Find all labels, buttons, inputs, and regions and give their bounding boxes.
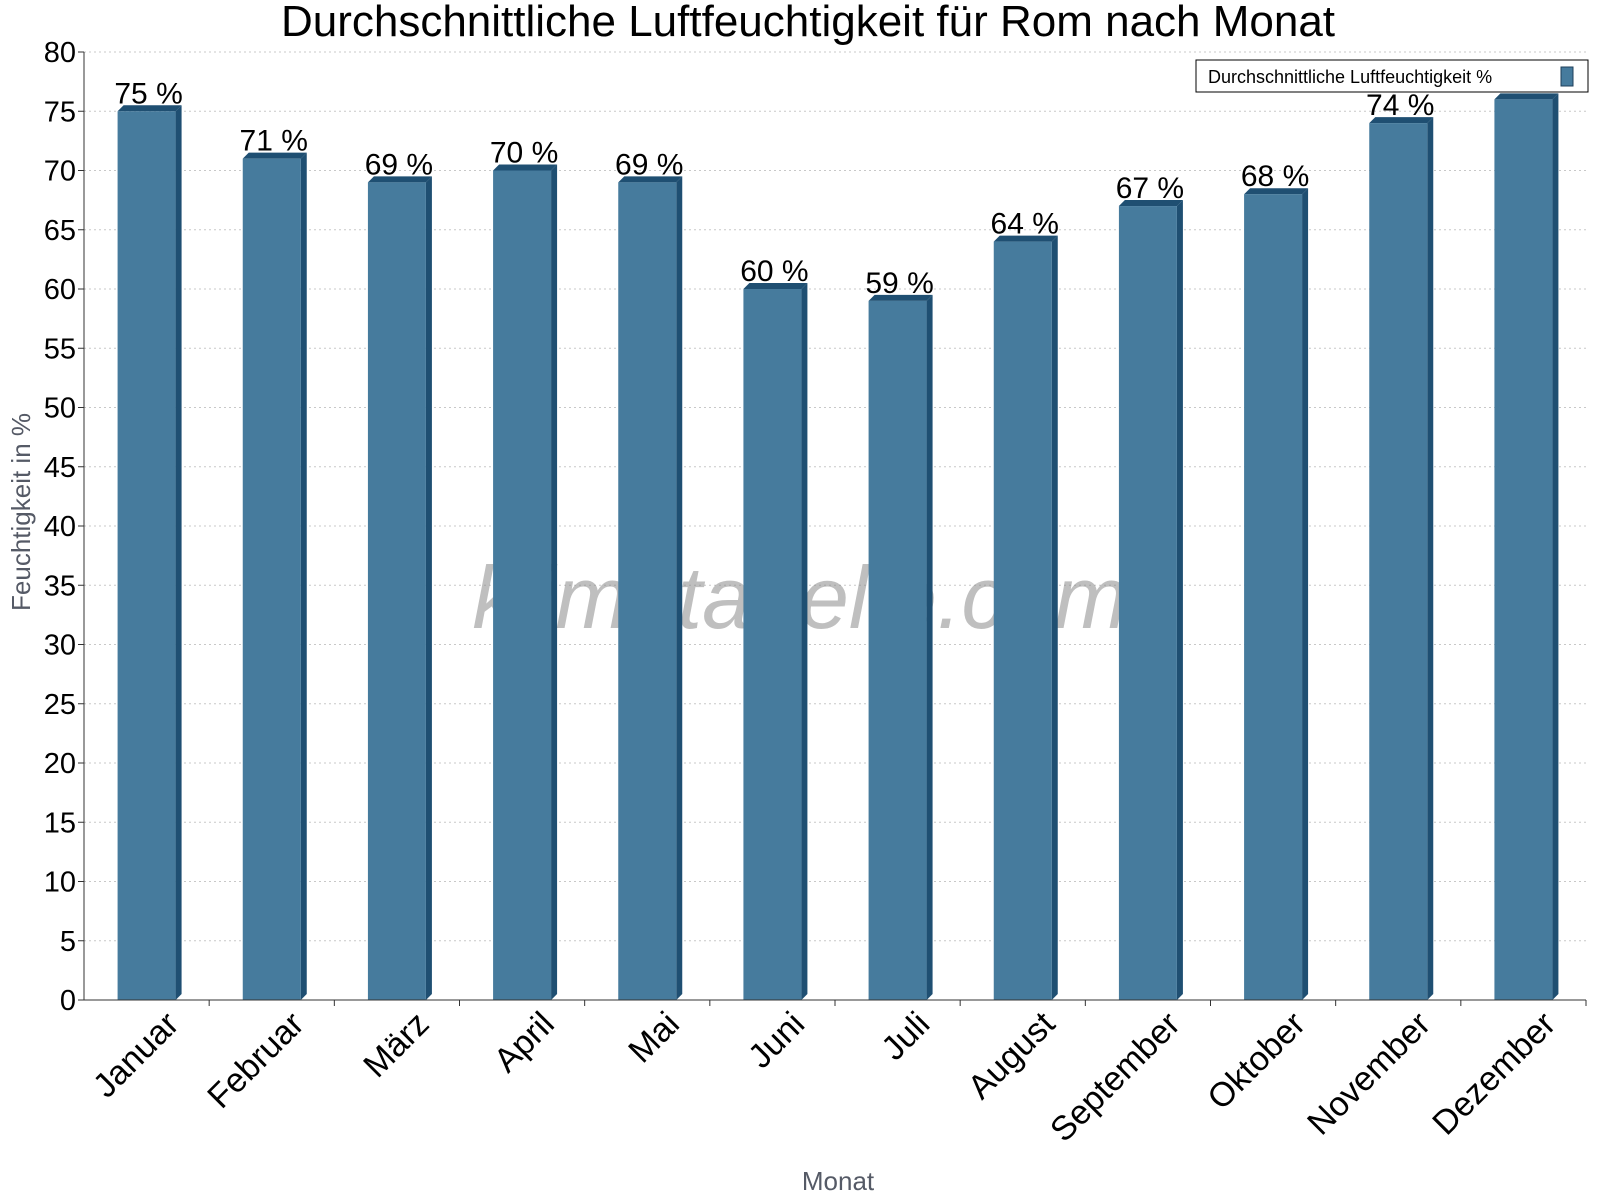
bar bbox=[868, 300, 927, 1001]
legend: Durchschnittliche Luftfeuchtigkeit % bbox=[1195, 59, 1589, 93]
bar bbox=[1369, 123, 1428, 1001]
y-tick-label: 40 bbox=[44, 511, 76, 543]
bar-top bbox=[743, 283, 808, 289]
y-tick-label: 25 bbox=[44, 689, 76, 721]
data-label: 69 % bbox=[365, 148, 433, 181]
x-tick-label: Januar bbox=[86, 1005, 186, 1105]
bar bbox=[117, 111, 176, 1000]
data-label: 60 % bbox=[740, 255, 808, 288]
x-tick-label: Februar bbox=[200, 1005, 311, 1116]
legend-box bbox=[1195, 59, 1589, 93]
bar bbox=[743, 289, 802, 1000]
bar-side bbox=[926, 294, 933, 1001]
x-tick-label: April bbox=[487, 1005, 562, 1080]
bar-top bbox=[993, 235, 1058, 242]
y-tick-label: 30 bbox=[44, 630, 76, 662]
data-label: 74 % bbox=[1366, 89, 1434, 122]
y-tick-label: 20 bbox=[44, 748, 76, 780]
y-tick-label: 15 bbox=[44, 807, 76, 839]
bar bbox=[1118, 206, 1177, 1001]
data-label: 64 % bbox=[991, 208, 1059, 241]
y-tick-label: 55 bbox=[44, 333, 76, 365]
bar-top bbox=[117, 105, 182, 112]
y-tick-label: 10 bbox=[44, 867, 76, 899]
x-tick-label: März bbox=[356, 1005, 436, 1085]
bar bbox=[1494, 99, 1553, 1000]
bar-side bbox=[1176, 200, 1183, 1001]
bar-top bbox=[868, 294, 933, 301]
data-label: 70 % bbox=[490, 137, 558, 170]
data-label: 68 % bbox=[1241, 160, 1309, 193]
bars: 75 % 71 % 69 % 70 % 69 % 60 % 59 % 64 % 67 % 68 %… bbox=[114, 65, 1560, 1001]
bar-top bbox=[1494, 93, 1559, 100]
bar bbox=[242, 158, 301, 1000]
y-tick-label: 70 bbox=[44, 156, 76, 188]
bar-side bbox=[1302, 188, 1309, 1000]
bar-top bbox=[242, 152, 307, 159]
bar-side bbox=[425, 176, 432, 1001]
data-label: 71 % bbox=[240, 125, 308, 158]
x-tick-label: Oktober bbox=[1200, 1005, 1312, 1117]
data-label: 69 % bbox=[615, 148, 683, 181]
x-tick-label: Juli bbox=[874, 1005, 937, 1068]
bar-side bbox=[300, 152, 307, 1000]
bar-side bbox=[1552, 93, 1559, 1000]
bar bbox=[1244, 194, 1303, 1000]
x-tick-label: Dezember bbox=[1425, 1005, 1563, 1143]
x-axis-title: Monat bbox=[802, 1166, 875, 1196]
x-tick-label: August bbox=[961, 1004, 1063, 1106]
bar-top bbox=[1369, 117, 1434, 124]
bar-side bbox=[175, 105, 182, 1000]
y-tick-label: 5 bbox=[60, 926, 76, 958]
bar bbox=[367, 182, 426, 1001]
bar-side bbox=[1051, 235, 1058, 1001]
y-tick-label: 65 bbox=[44, 215, 76, 247]
legend-label: Durchschnittliche Luftfeuchtigkeit % bbox=[1208, 67, 1492, 87]
x-tick-label: November bbox=[1300, 1005, 1438, 1143]
bar bbox=[493, 170, 552, 1000]
bar-side bbox=[551, 164, 558, 1000]
x-tick-label: Mai bbox=[621, 1005, 687, 1071]
bar-side bbox=[801, 283, 808, 1000]
bar-side bbox=[676, 176, 683, 1001]
bar-side bbox=[1427, 117, 1434, 1001]
bar-top bbox=[493, 164, 558, 171]
bar-top bbox=[618, 176, 683, 183]
y-tick-label: 0 bbox=[60, 985, 76, 1017]
x-tick-label: September bbox=[1043, 1005, 1187, 1149]
data-label: 75 % bbox=[114, 77, 182, 110]
grid-lines bbox=[84, 51, 1586, 942]
bar bbox=[618, 182, 677, 1001]
bar-top bbox=[1118, 200, 1183, 207]
legend-swatch bbox=[1560, 66, 1574, 87]
y-tick-label: 50 bbox=[44, 393, 76, 425]
data-label: 67 % bbox=[1116, 172, 1184, 205]
y-tick-label: 60 bbox=[44, 274, 76, 306]
bar-top bbox=[367, 176, 432, 183]
y-axis-title: Feuchtigkeit in % bbox=[6, 413, 36, 611]
y-tick-label: 75 bbox=[44, 96, 76, 128]
y-tick-label: 35 bbox=[44, 570, 76, 602]
bar bbox=[993, 241, 1052, 1001]
y-tick-label: 80 bbox=[44, 37, 76, 69]
x-tick-label: Juni bbox=[741, 1005, 812, 1076]
chart-title: Durchschnittliche Luftfeuchtigkeit für R… bbox=[281, 0, 1335, 46]
data-label: 59 % bbox=[865, 267, 933, 300]
bar-top bbox=[1244, 188, 1309, 195]
y-tick-label: 45 bbox=[44, 452, 76, 484]
